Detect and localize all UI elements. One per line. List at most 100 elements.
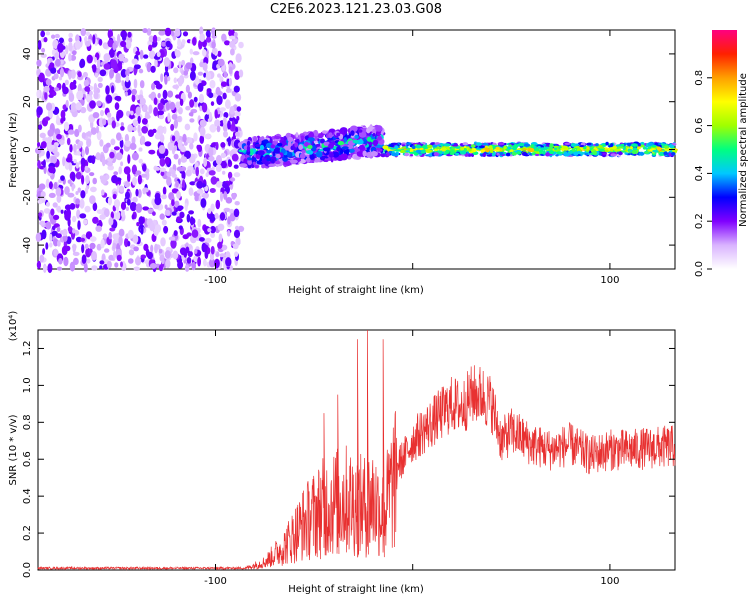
spectrogram-cell [358, 131, 367, 138]
spectrogram-cell [120, 209, 125, 218]
spectrogram-cell [202, 192, 210, 199]
spectrogram-cell [298, 144, 303, 151]
spectrogram-cell [482, 143, 489, 146]
spectrogram-cell [233, 38, 239, 43]
spectrogram-cell [180, 146, 186, 153]
spectrogram-cell [171, 30, 175, 37]
spectrogram-cell [125, 40, 132, 49]
spectrogram-cells [35, 26, 678, 274]
spectrogram-cell [173, 153, 179, 160]
spectrogram-cell [592, 150, 598, 155]
spectrogram-cell [229, 177, 236, 182]
spectrogram-cell [39, 220, 46, 226]
y-tick-label: 0.2 [22, 525, 33, 541]
spectrogram-cell [233, 208, 240, 218]
spectrogram-cell [497, 142, 505, 146]
spectrogram-cell [54, 128, 61, 136]
spectrogram-cell [158, 114, 165, 120]
spectrogram-cell [563, 151, 568, 157]
spectrogram-cell [78, 124, 82, 133]
spectrogram-cell [496, 152, 501, 156]
spectrogram-cell [169, 101, 176, 111]
spectrogram-cell [199, 126, 206, 137]
spectrogram-cell [37, 142, 41, 147]
spectrogram-cell [269, 137, 273, 144]
spectrogram-cell [341, 146, 349, 150]
spectrogram-cell [163, 225, 169, 234]
spectrogram-cell [177, 76, 183, 87]
spectrogram-cell [153, 97, 158, 105]
spectrogram-cell [64, 186, 70, 195]
spectrogram-cell [171, 199, 175, 207]
spectrogram-cell [75, 171, 82, 180]
spectrogram-cell [431, 144, 438, 148]
spectrogram-cell [210, 176, 218, 185]
spectrogram-cell [223, 112, 229, 119]
spectrogram-cell [177, 38, 182, 48]
spectrogram-cell [609, 148, 614, 152]
spectrogram-cell [354, 134, 359, 139]
spectrogram-cell [120, 125, 125, 131]
spectrogram-cell [36, 89, 41, 99]
spectrogram-cell [183, 70, 189, 76]
spectrogram-cell [58, 37, 64, 44]
spectrogram-cell [42, 248, 46, 255]
spectrogram-cell [454, 146, 462, 149]
spectrogram-cell [171, 113, 178, 120]
spectrogram-cell [498, 149, 503, 152]
spectrogram-cell [62, 86, 69, 95]
spectrogram-cell [44, 91, 48, 101]
spectrogram-cell [583, 146, 587, 150]
spectrogram-cell [157, 125, 164, 135]
spectrogram-cell [234, 70, 241, 81]
spectrogram-cell [622, 150, 626, 153]
spectrogram-cell [184, 264, 190, 272]
spectrogram-cell [53, 87, 60, 92]
spectrogram-cell [140, 173, 148, 178]
spectrogram-cell [154, 196, 162, 206]
spectrogram-cell [193, 101, 198, 108]
spectrogram-cell [197, 218, 202, 228]
spectrogram-cell [419, 149, 427, 154]
spectrogram-cell [616, 146, 624, 149]
spectrogram-cell [626, 142, 632, 146]
spectrogram-cell [178, 61, 182, 69]
spectrogram-cell [208, 111, 212, 121]
spectrogram-cell [287, 141, 292, 148]
spectrogram-cell [75, 191, 79, 195]
spectrogram-cell [183, 249, 188, 258]
spectrogram-cell [68, 32, 73, 38]
spectrogram-cell [544, 146, 549, 149]
spectrogram-cell [233, 164, 239, 169]
spectrogram-cell [186, 232, 192, 237]
spectrogram-cell [178, 225, 183, 230]
spectrogram-cell [643, 151, 650, 154]
spectrogram-cell [54, 33, 60, 39]
spectrogram-cell [220, 160, 227, 169]
spectrogram-cell [228, 66, 233, 75]
spectrogram-cell [271, 159, 275, 165]
spectrogram-cell [89, 242, 96, 250]
spectrogram-cell [120, 201, 127, 211]
spectrogram-cell [134, 64, 141, 70]
spectrogram-cell [96, 243, 102, 251]
spectrogram-cell [64, 204, 72, 211]
spectrogram-cell [470, 144, 476, 148]
spectrogram-cell [75, 198, 80, 205]
spectrogram-cell [127, 31, 132, 38]
spectrogram-cell [56, 133, 62, 140]
spectrogram-cell [173, 118, 179, 129]
spectrogram-cell [480, 149, 487, 153]
spectrogram-cell [157, 102, 164, 111]
spectrogram-cell [113, 199, 121, 208]
spectrogram-cell [214, 258, 220, 269]
spectrogram-cell [137, 188, 142, 198]
spectrogram-cell [74, 128, 80, 138]
spectrogram-cell [132, 126, 137, 132]
spectrogram-cell [459, 150, 467, 155]
spectrogram-cell [205, 172, 209, 177]
spectrogram-cell [118, 235, 123, 246]
spectrogram-cell [274, 160, 281, 165]
spectrogram-cell [105, 85, 110, 95]
spectrogram-cell [108, 254, 115, 261]
